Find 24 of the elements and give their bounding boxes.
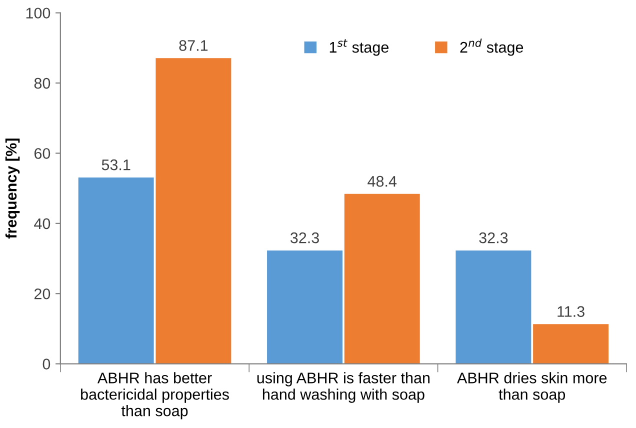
y-tick-label: 20	[34, 288, 50, 300]
y-tick-label: 0	[42, 358, 50, 370]
x-tick-label: ABHR dries skin more than soap	[457, 372, 607, 403]
y-tick-label: 40	[34, 218, 50, 230]
y-tick-label: 60	[34, 148, 50, 159]
bar	[456, 250, 532, 364]
y-tick-label: 80	[34, 78, 50, 89]
data-label: 32.3	[479, 232, 508, 244]
bar	[344, 194, 420, 364]
data-label: 48.4	[368, 176, 397, 187]
bar	[156, 58, 232, 364]
y-axis-title: frequency [%]	[5, 138, 20, 239]
data-label: 11.3	[558, 306, 584, 317]
x-tick-label: ABHR has better bactericidal properties than soap	[81, 372, 229, 420]
legend-label: 2$^{nd}$ stage	[460, 38, 524, 56]
bar	[78, 177, 154, 364]
data-label: 53.1	[102, 159, 130, 170]
data-label: 32.3	[290, 232, 319, 244]
bar	[267, 250, 342, 364]
bar	[533, 324, 609, 364]
legend-label: 1$^{st}$ stage	[330, 39, 388, 56]
x-tick-label: using ABHR is faster than hand washing with soap	[257, 372, 430, 403]
y-tick-label: 100	[26, 8, 50, 19]
data-label: 87.1	[179, 40, 208, 51]
